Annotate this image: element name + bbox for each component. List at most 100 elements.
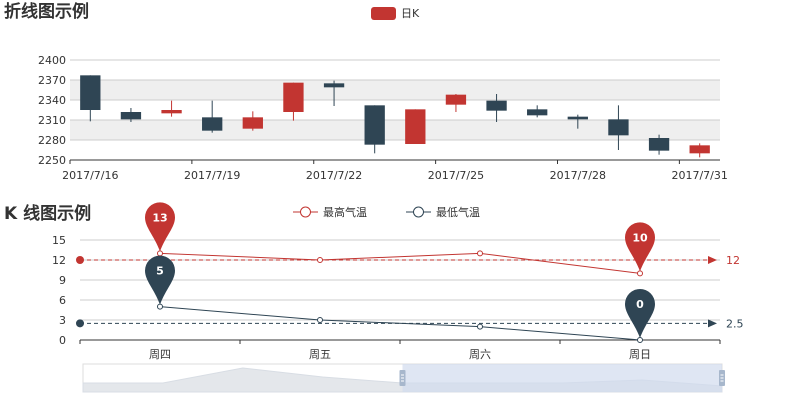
candle[interactable]	[486, 94, 507, 122]
markline-label: 12	[726, 254, 740, 267]
candle[interactable]	[283, 82, 304, 121]
candle[interactable]	[242, 111, 263, 131]
x-tick-label: 2017/7/25	[428, 169, 484, 182]
pin-marker[interactable]: 5	[145, 255, 175, 305]
candle-body	[527, 109, 548, 116]
kline-chart-title: 折线图示例	[4, 1, 89, 22]
pin-label: 13	[152, 211, 167, 224]
legend-symbol	[300, 206, 311, 218]
candle-body	[608, 119, 629, 136]
legend-symbol	[413, 206, 424, 218]
pin-shape	[625, 222, 655, 272]
candle-body	[689, 145, 710, 154]
zoom-handle-end[interactable]	[719, 370, 725, 386]
candle[interactable]	[202, 100, 223, 133]
candle-body	[405, 109, 426, 144]
pin-shape	[145, 202, 175, 252]
legend-label: 最高气温	[323, 205, 367, 219]
data-point[interactable]	[477, 323, 483, 330]
y-tick-label: 2400	[38, 54, 66, 67]
y-tick-label: 9	[59, 274, 66, 287]
candle-body	[80, 75, 101, 110]
pin-label: 5	[156, 265, 164, 278]
split-area	[70, 120, 720, 140]
legend-swatch-daily-k	[371, 7, 396, 20]
y-tick-label: 2280	[38, 134, 66, 147]
data-point[interactable]	[637, 337, 643, 343]
data-point[interactable]	[157, 303, 163, 310]
candle[interactable]	[689, 143, 710, 158]
series-line	[159, 306, 641, 341]
y-tick-label: 3	[59, 314, 66, 327]
data-point[interactable]	[157, 250, 163, 257]
candle-body	[486, 100, 507, 111]
y-tick-label: 2370	[38, 74, 66, 87]
legend-label: 最低气温	[436, 205, 480, 219]
x-tick-label: 2017/7/31	[671, 169, 727, 182]
x-tick-label: 2017/7/28	[550, 169, 606, 182]
y-tick-label: 2250	[38, 154, 66, 167]
series-1: 12 13 10	[76, 202, 740, 277]
y-tick-label: 2340	[38, 94, 66, 107]
x-tick-label: 周六	[469, 348, 491, 361]
pin-label: 0	[636, 298, 644, 311]
markline-label: 2.5	[726, 317, 744, 330]
x-tick-label: 2017/7/22	[306, 169, 362, 182]
legend-label-daily-k: 日K	[401, 7, 420, 20]
data-point[interactable]	[317, 257, 323, 263]
series-line	[159, 252, 641, 274]
temperature-chart-title: K 线图示例	[4, 203, 91, 224]
candle[interactable]	[527, 105, 548, 118]
y-tick-label: 15	[52, 234, 66, 247]
pin-marker[interactable]: 0	[625, 289, 655, 338]
candle-body	[364, 105, 385, 145]
candle-body	[161, 110, 182, 114]
zoom-window[interactable]	[402, 364, 723, 392]
series-2: 2.5 5 0	[76, 255, 744, 343]
x-tick-label: 周五	[309, 348, 331, 361]
candle-body	[567, 116, 588, 120]
split-area	[70, 80, 720, 100]
legend-item-series-2[interactable]: 最低气温	[406, 205, 480, 219]
y-tick-label: 6	[59, 294, 66, 307]
candle[interactable]	[80, 75, 101, 122]
y-tick-label: 2310	[38, 114, 66, 127]
data-zoom-slider[interactable]	[82, 363, 725, 393]
candle[interactable]	[567, 114, 588, 129]
pin-marker[interactable]: 13	[145, 202, 175, 252]
x-tick-label: 2017/7/19	[184, 169, 240, 182]
candle[interactable]	[608, 105, 629, 150]
x-tick-label: 周日	[629, 348, 651, 361]
candle-body	[648, 138, 670, 151]
temperature-chart: K 线图示例 最高气温 最低气温 0 3 6 9 12 15 周四 周五 周六 周日 12 13 10 2.5 5…	[4, 202, 744, 393]
data-point[interactable]	[637, 270, 643, 277]
candle[interactable]	[120, 108, 142, 122]
candle-body	[120, 112, 142, 120]
pin-shape	[625, 289, 655, 338]
candle-body	[242, 117, 263, 129]
pin-marker[interactable]: 10	[625, 222, 655, 272]
candle-body	[283, 82, 304, 112]
candle[interactable]	[405, 109, 426, 144]
candle[interactable]	[161, 100, 182, 117]
data-point[interactable]	[317, 317, 323, 323]
candle[interactable]	[323, 80, 345, 106]
candle-body	[445, 94, 467, 105]
candle-body	[202, 117, 223, 131]
y-tick-label: 12	[52, 254, 66, 267]
markline-arrow	[708, 319, 717, 328]
zoom-handle-start[interactable]	[399, 370, 406, 386]
candle[interactable]	[445, 94, 467, 112]
x-tick-label: 2017/7/16	[62, 169, 118, 182]
y-tick-label: 0	[59, 334, 66, 347]
kline-chart: 折线图示例 日K 2250 2280 2310 2340 2370 2400 2017/7/16…	[4, 1, 728, 182]
markline-arrow	[708, 256, 717, 264]
legend-item-series-1[interactable]: 最高气温	[293, 205, 367, 219]
candle[interactable]	[364, 105, 385, 154]
candle-body	[323, 83, 345, 88]
x-tick-label: 周四	[149, 348, 171, 361]
data-point[interactable]	[477, 250, 483, 257]
candle[interactable]	[648, 134, 670, 155]
kline-legend[interactable]: 日K	[371, 7, 420, 20]
